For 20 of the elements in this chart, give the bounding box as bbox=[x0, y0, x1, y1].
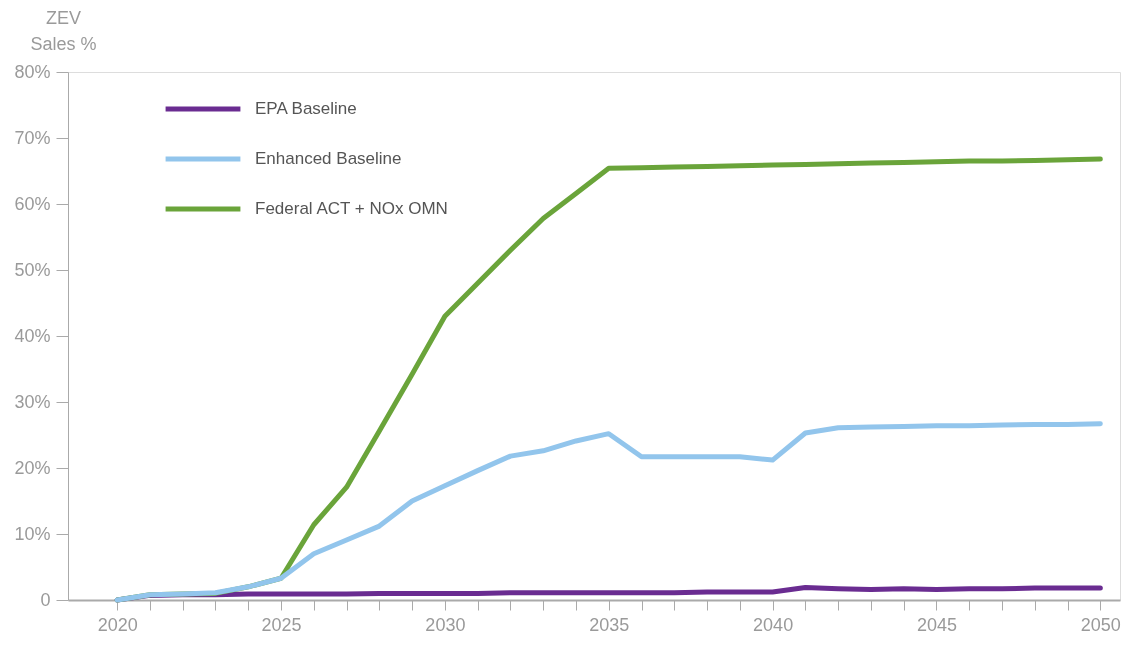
y-axis-title: ZEV Sales % bbox=[30, 7, 97, 54]
y-tick-label: 70% bbox=[14, 127, 51, 148]
x-tick-label: 2050 bbox=[1080, 614, 1121, 635]
y-tick-label: 0 bbox=[40, 589, 51, 610]
x-tick-label: 2020 bbox=[97, 614, 138, 635]
y-tick-label: 10% bbox=[14, 523, 51, 544]
legend-label: Enhanced Baseline bbox=[255, 149, 402, 168]
x-tick-label: 2025 bbox=[261, 614, 302, 635]
y-tick-label: 40% bbox=[14, 325, 51, 346]
y-tick-label: 80% bbox=[14, 61, 51, 82]
x-tick-label: 2035 bbox=[589, 614, 630, 635]
y-tick-label: 20% bbox=[14, 457, 51, 478]
y-tick-label: 50% bbox=[14, 259, 51, 280]
y-tick-label: 30% bbox=[14, 391, 51, 412]
legend-label: EPA Baseline bbox=[255, 99, 357, 118]
x-tick-label: 2030 bbox=[425, 614, 466, 635]
x-tick-label: 2040 bbox=[753, 614, 794, 635]
x-tick-label: 2045 bbox=[916, 614, 957, 635]
y-tick-label: 60% bbox=[14, 193, 51, 214]
legend-label: Federal ACT + NOx OMN bbox=[255, 199, 448, 218]
